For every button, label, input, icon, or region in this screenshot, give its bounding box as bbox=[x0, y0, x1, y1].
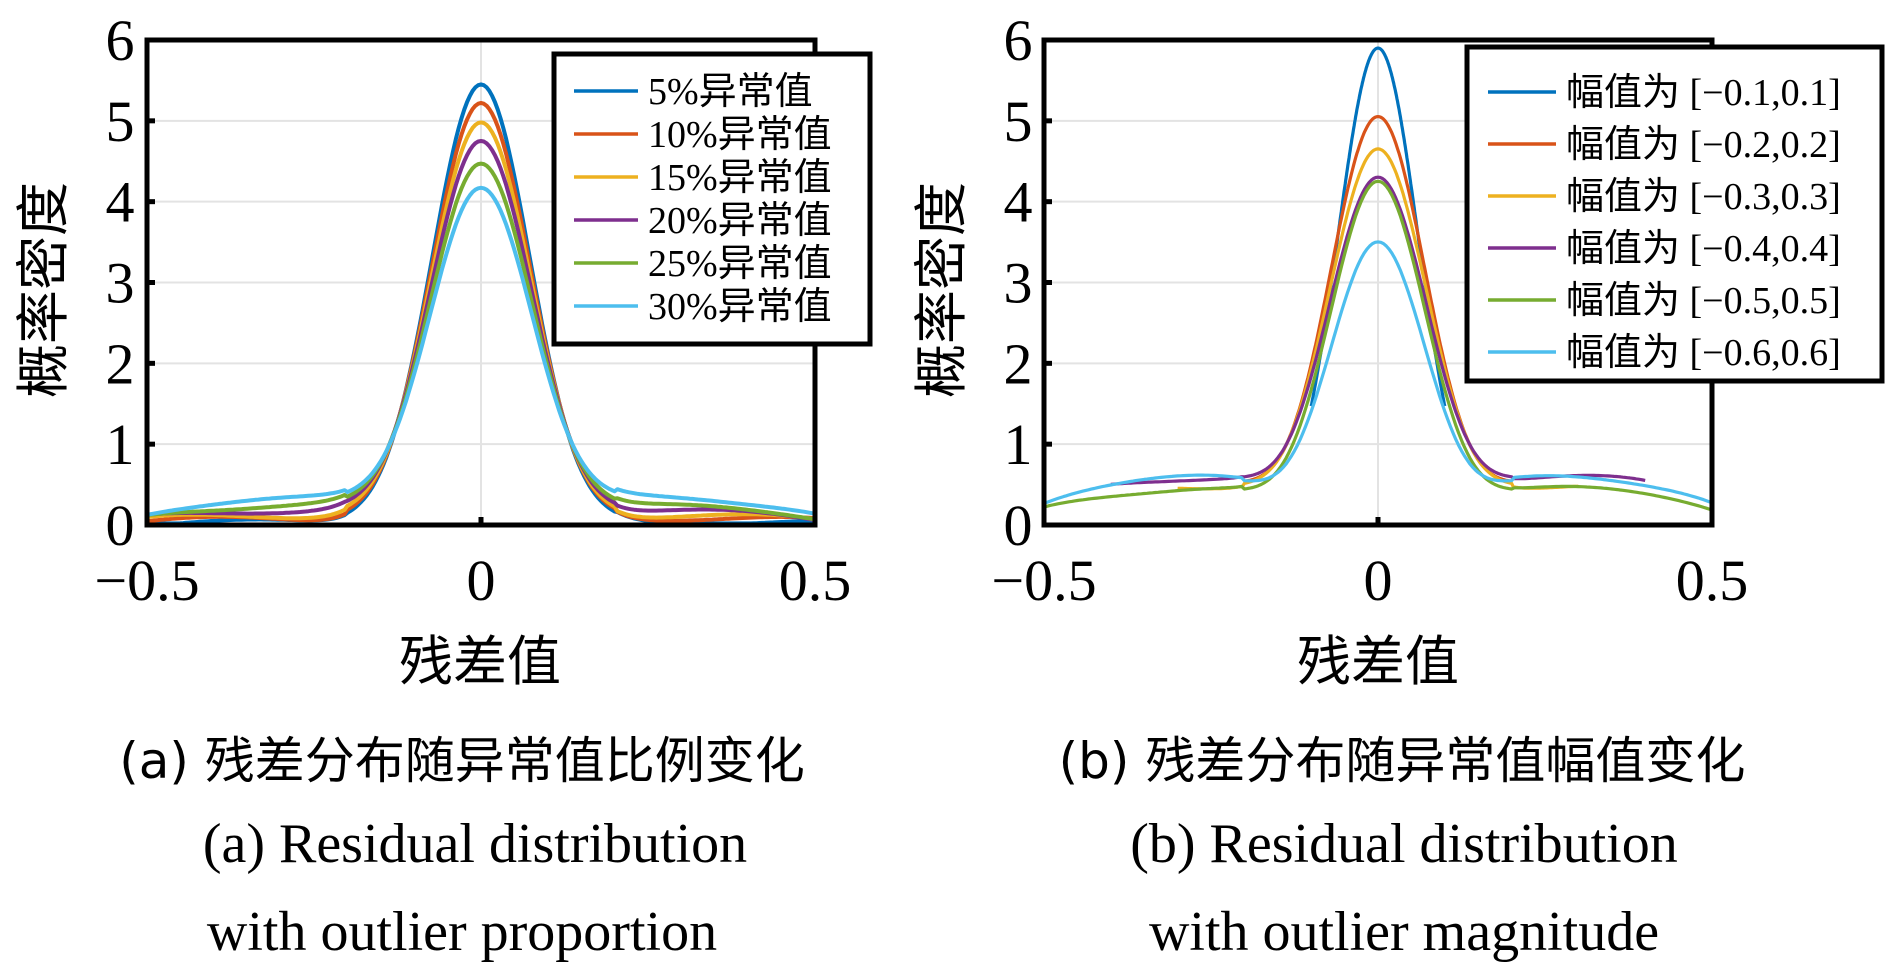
panel-a-y-tick-labels: 0 1 2 3 4 5 6 bbox=[106, 8, 135, 558]
legend-label: 幅值为 [−0.1,0.1] bbox=[1566, 72, 1841, 114]
series-line bbox=[146, 185, 816, 517]
legend-label: 幅值为 [−0.5,0.5] bbox=[1566, 280, 1841, 322]
y-tick-label: 6 bbox=[1004, 8, 1033, 73]
legend-box bbox=[551, 51, 873, 347]
legend-box bbox=[1464, 44, 1885, 384]
caption-b-chinese: (b) 残差分布随异常值幅值变化 bbox=[1059, 732, 1746, 790]
panel-b-ticks bbox=[1044, 118, 1381, 525]
caption-a-chinese: (a) 残差分布随异常值比例变化 bbox=[119, 732, 805, 790]
y-tick-label: 2 bbox=[106, 331, 135, 396]
x-tick-label: 0 bbox=[1364, 548, 1393, 613]
y-tick-label: 1 bbox=[106, 412, 135, 477]
x-tick-label: 0.5 bbox=[779, 548, 852, 613]
y-tick-label: 2 bbox=[1004, 331, 1033, 396]
y-tick-label: 3 bbox=[106, 251, 135, 316]
series-line bbox=[1043, 240, 1713, 505]
caption-a-english-line1: (a) Residual distribution bbox=[203, 813, 747, 875]
legend-label: 幅值为 [−0.2,0.2] bbox=[1566, 124, 1841, 166]
panel-a-x-axis-title: 残差值 bbox=[399, 630, 561, 693]
y-tick-label: 5 bbox=[1004, 89, 1033, 154]
series-line bbox=[1177, 147, 1579, 491]
legend-label: 15%异常值 bbox=[648, 157, 832, 199]
y-tick-label: 4 bbox=[1004, 170, 1033, 235]
panel-b-legend: 幅值为 [−0.1,0.1] 幅值为 [−0.2,0.2] 幅值为 [−0.3,0.… bbox=[1464, 44, 1885, 384]
legend-label: 幅值为 [−0.6,0.6] bbox=[1566, 332, 1841, 374]
x-tick-label: 0.5 bbox=[1676, 548, 1749, 613]
legend-label: 幅值为 [−0.3,0.3] bbox=[1566, 176, 1841, 218]
series-line bbox=[146, 139, 816, 523]
panel-b-y-axis-title: 概率密度 bbox=[910, 182, 973, 398]
y-tick-label: 4 bbox=[106, 170, 135, 235]
panel-b-x-axis-title: 残差值 bbox=[1297, 630, 1459, 693]
legend-label: 5%异常值 bbox=[648, 71, 813, 113]
y-tick-label: 3 bbox=[1004, 251, 1033, 316]
panel-a-curves bbox=[146, 82, 816, 526]
y-tick-label: 0 bbox=[1004, 493, 1033, 558]
panel-b-y-tick-labels: 0 1 2 3 4 5 6 bbox=[1004, 8, 1033, 558]
panel-a-y-axis-title: 概率密度 bbox=[12, 182, 75, 398]
x-tick-label: 0 bbox=[467, 548, 496, 613]
series-line bbox=[146, 120, 816, 522]
panel-a-x-tick-labels: −0.5 0 0.5 bbox=[94, 548, 851, 613]
legend-label: 10%异常值 bbox=[648, 114, 832, 156]
panel-b-curves bbox=[1043, 46, 1713, 512]
series-line bbox=[1043, 179, 1713, 512]
y-tick-label: 0 bbox=[106, 493, 135, 558]
x-tick-label: −0.5 bbox=[94, 548, 199, 613]
panel-b-x-tick-labels: −0.5 0 0.5 bbox=[991, 548, 1748, 613]
series-line bbox=[146, 161, 816, 522]
y-tick-label: 1 bbox=[1004, 412, 1033, 477]
legend-label: 25%异常值 bbox=[648, 243, 832, 285]
caption-b-english-line1: (b) Residual distribution bbox=[1130, 813, 1678, 875]
legend-label: 30%异常值 bbox=[648, 286, 832, 328]
y-tick-label: 5 bbox=[106, 89, 135, 154]
x-tick-label: −0.5 bbox=[991, 548, 1096, 613]
caption-a-english-line2: with outlier proportion bbox=[207, 901, 717, 963]
caption-b-english-line2: with outlier magnitude bbox=[1149, 901, 1659, 963]
y-tick-label: 6 bbox=[106, 8, 135, 73]
legend-label: 幅值为 [−0.4,0.4] bbox=[1566, 228, 1841, 270]
legend-label: 20%异常值 bbox=[648, 200, 832, 242]
panel-a-ticks bbox=[147, 118, 484, 525]
